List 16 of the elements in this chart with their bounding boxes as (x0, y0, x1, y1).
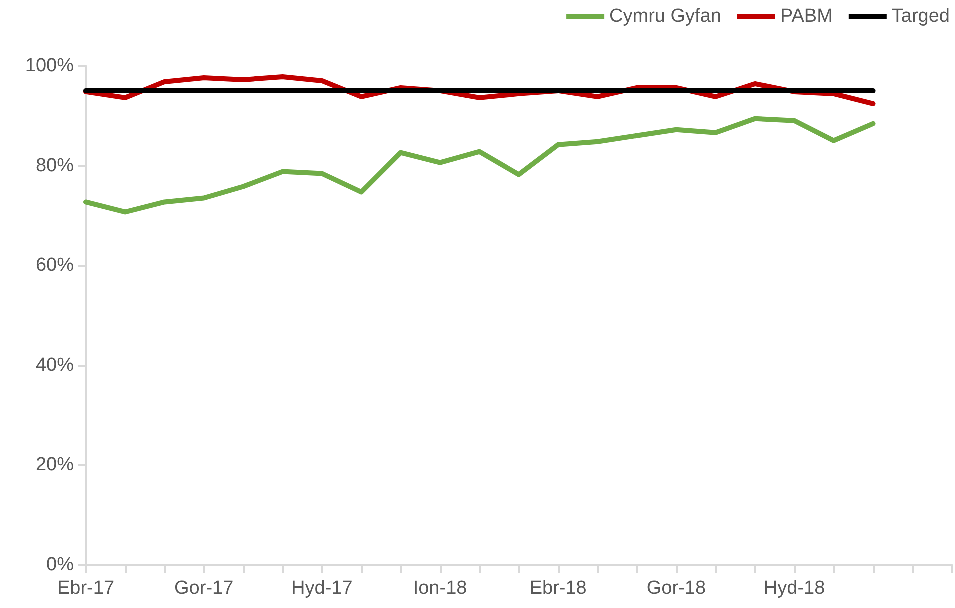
x-tick-label: Gor-18 (646, 578, 706, 599)
x-tick-label: Hyd-17 (292, 578, 353, 599)
y-tick-label: 0% (46, 554, 74, 576)
legend-label: Cymru Gyfan (610, 6, 722, 27)
legend-label: PABM (780, 6, 833, 27)
x-tick-label: Hyd-18 (764, 578, 826, 599)
x-tick-label: Gor-17 (174, 578, 234, 599)
x-tick-label: Ion-18 (413, 578, 468, 599)
y-tick-label: 20% (36, 454, 74, 476)
y-tick-label: 100% (25, 56, 74, 76)
y-tick-label: 60% (36, 255, 74, 276)
x-tick-label: Ebr-18 (530, 578, 587, 599)
x-tick-label: Ebr-17 (57, 578, 115, 599)
y-tick-label: 80% (36, 155, 74, 176)
y-tick-label: 40% (36, 354, 74, 376)
legend-label: Targed (892, 6, 950, 27)
